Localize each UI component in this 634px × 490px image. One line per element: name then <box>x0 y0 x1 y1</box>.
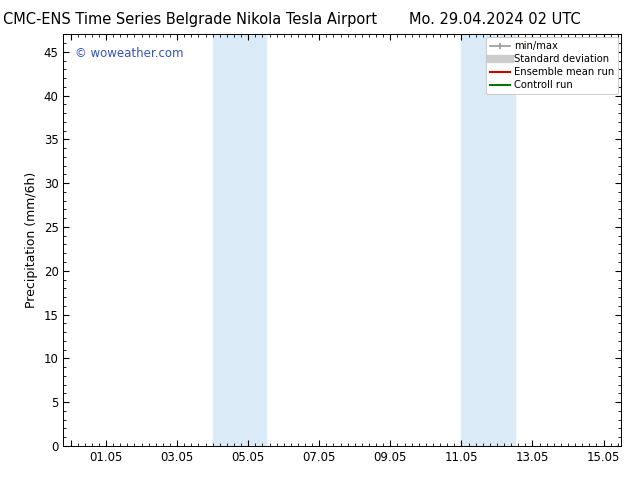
Y-axis label: Precipitation (mm/6h): Precipitation (mm/6h) <box>25 172 38 308</box>
Text: CMC-ENS Time Series Belgrade Nikola Tesla Airport: CMC-ENS Time Series Belgrade Nikola Tesl… <box>3 12 377 27</box>
Text: © woweather.com: © woweather.com <box>75 47 183 60</box>
Text: Mo. 29.04.2024 02 UTC: Mo. 29.04.2024 02 UTC <box>409 12 580 27</box>
Bar <box>212 34 266 446</box>
Bar <box>462 34 515 446</box>
Legend: min/max, Standard deviation, Ensemble mean run, Controll run: min/max, Standard deviation, Ensemble me… <box>486 37 618 94</box>
